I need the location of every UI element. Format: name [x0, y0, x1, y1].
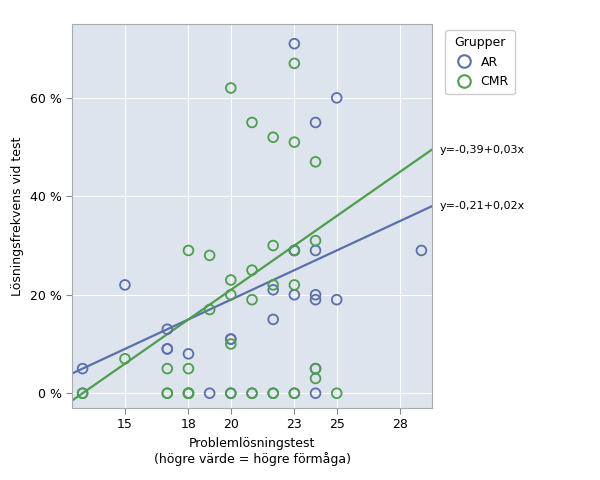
Point: [226, 291, 236, 299]
Point: [247, 119, 257, 126]
Point: [247, 266, 257, 274]
Point: [78, 389, 88, 397]
Point: [268, 286, 278, 294]
Point: [268, 389, 278, 397]
Point: [226, 389, 236, 397]
Point: [290, 281, 299, 289]
Point: [290, 291, 299, 299]
Point: [290, 247, 299, 254]
Point: [120, 355, 130, 362]
Point: [205, 252, 214, 259]
Legend: AR, CMR: AR, CMR: [445, 30, 515, 94]
Point: [290, 247, 299, 254]
Point: [163, 345, 172, 353]
Point: [311, 158, 320, 166]
Point: [290, 40, 299, 48]
Point: [184, 365, 193, 372]
Point: [290, 60, 299, 67]
Point: [205, 306, 214, 313]
Point: [226, 389, 236, 397]
Y-axis label: Lösningsfrekvens vid test: Lösningsfrekvens vid test: [11, 136, 24, 296]
Point: [184, 350, 193, 358]
Point: [311, 365, 320, 372]
Point: [184, 389, 193, 397]
Point: [184, 389, 193, 397]
Point: [290, 138, 299, 146]
Point: [247, 296, 257, 303]
Point: [163, 325, 172, 333]
Point: [247, 389, 257, 397]
Point: [184, 247, 193, 254]
Point: [268, 315, 278, 323]
Point: [332, 389, 341, 397]
Point: [226, 340, 236, 348]
Point: [332, 94, 341, 102]
Point: [290, 389, 299, 397]
Point: [268, 242, 278, 250]
Point: [163, 365, 172, 372]
Text: y=-0,21+0,02x: y=-0,21+0,02x: [439, 201, 524, 211]
Point: [226, 84, 236, 92]
Point: [247, 389, 257, 397]
Point: [268, 281, 278, 289]
Point: [311, 374, 320, 382]
Point: [311, 365, 320, 372]
Point: [268, 133, 278, 141]
Point: [311, 291, 320, 299]
X-axis label: Problemlösningstest
(högre värde = högre förmåga): Problemlösningstest (högre värde = högre…: [154, 437, 350, 466]
Text: y=-0,39+0,03x: y=-0,39+0,03x: [439, 144, 524, 155]
Point: [290, 389, 299, 397]
Point: [416, 247, 426, 254]
Point: [163, 389, 172, 397]
Point: [120, 281, 130, 289]
Point: [184, 389, 193, 397]
Point: [205, 389, 214, 397]
Point: [226, 276, 236, 284]
Point: [332, 296, 341, 303]
Point: [311, 296, 320, 303]
Point: [311, 389, 320, 397]
Point: [268, 389, 278, 397]
Point: [226, 335, 236, 343]
Point: [311, 119, 320, 126]
Point: [311, 247, 320, 254]
Point: [226, 335, 236, 343]
Point: [290, 247, 299, 254]
Point: [78, 389, 88, 397]
Point: [163, 345, 172, 353]
Point: [311, 237, 320, 244]
Point: [163, 389, 172, 397]
Point: [78, 365, 88, 372]
